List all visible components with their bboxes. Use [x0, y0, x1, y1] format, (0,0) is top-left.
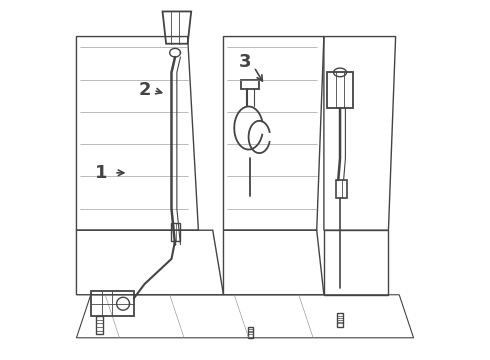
- Text: 1: 1: [96, 164, 108, 182]
- Text: 3: 3: [239, 53, 251, 71]
- Text: 2: 2: [138, 81, 151, 99]
